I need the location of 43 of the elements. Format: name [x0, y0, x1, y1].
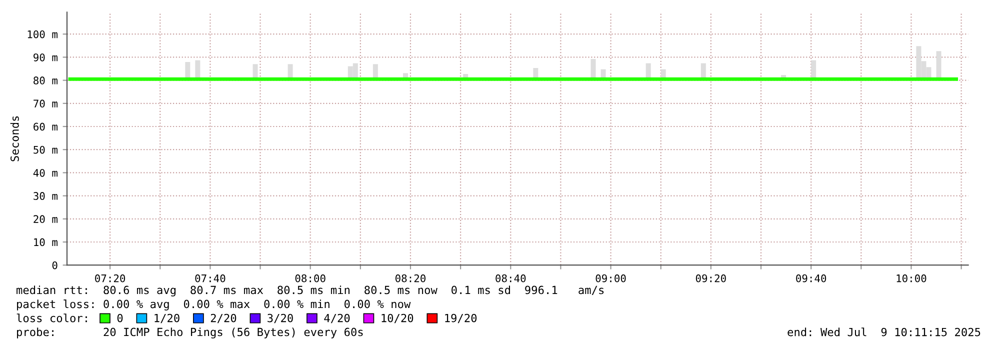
text: probe: 20 ICMP Echo Pings (56 Bytes) every 60s: [17, 328, 363, 338]
y-tick-label: 30 m: [34, 192, 58, 200]
bar: [590, 59, 596, 80]
y-axis-title: Seconds: [10, 116, 19, 162]
y-tick-label: 80 m: [34, 76, 58, 84]
y-tick-label: 50 m: [34, 146, 58, 154]
bar: [811, 60, 816, 80]
y-tick-label: 10 m: [34, 238, 58, 246]
y-tick-label: 40 m: [33, 168, 58, 177]
y-tick-label: 90 m: [34, 53, 58, 62]
legend-label: 3/20: [268, 314, 293, 324]
legend-label: 0: [117, 314, 123, 322]
text: median rtt: 80.6 ms avg 80.7 ms max 80.5 ms min 80.5 ms now 0.1 ms sd 996.1 am/s: [16, 286, 604, 296]
legend-label: 10/20: [382, 314, 414, 324]
y-tick-label: 100 m: [28, 30, 58, 38]
x-tick-label: 10:00: [896, 274, 926, 282]
bar: [936, 51, 942, 80]
x-tick-label: 09:20: [696, 274, 726, 282]
y-tick-label: 70 m: [34, 100, 58, 108]
bar: [646, 63, 651, 80]
x-tick-label: 08:40: [496, 274, 526, 282]
x-tick-label: 07:40: [195, 274, 226, 282]
bar: [372, 64, 378, 80]
x-tick-label: 09:40: [796, 274, 826, 282]
y-tick-label: 0: [52, 261, 58, 270]
y-tick-label: 20 m: [34, 215, 58, 224]
y-tick-label: 60 m: [34, 122, 58, 131]
x-tick-label: 08:20: [395, 274, 426, 282]
bar: [700, 63, 706, 80]
bar: [195, 60, 200, 80]
bar: [252, 64, 258, 80]
x-tick-label: 08:00: [295, 274, 326, 282]
legend-label: 19/20: [445, 314, 477, 324]
x-tick-label: 09:00: [596, 274, 626, 282]
text: packet loss: 0.00 % avg 0.00 % max 0.00 % min 0.00 % now: [17, 300, 411, 310]
legend-title: loss color:: [16, 314, 87, 322]
legend-label: 4/20: [324, 314, 350, 324]
legend-label: 1/20: [154, 314, 180, 324]
x-tick-label: 07:20: [95, 274, 126, 282]
text: end: Wed Jul 9 10:11:15 2025: [788, 328, 980, 336]
bar: [288, 64, 293, 80]
bar: [185, 62, 190, 80]
legend-label: 2/20: [210, 314, 236, 324]
